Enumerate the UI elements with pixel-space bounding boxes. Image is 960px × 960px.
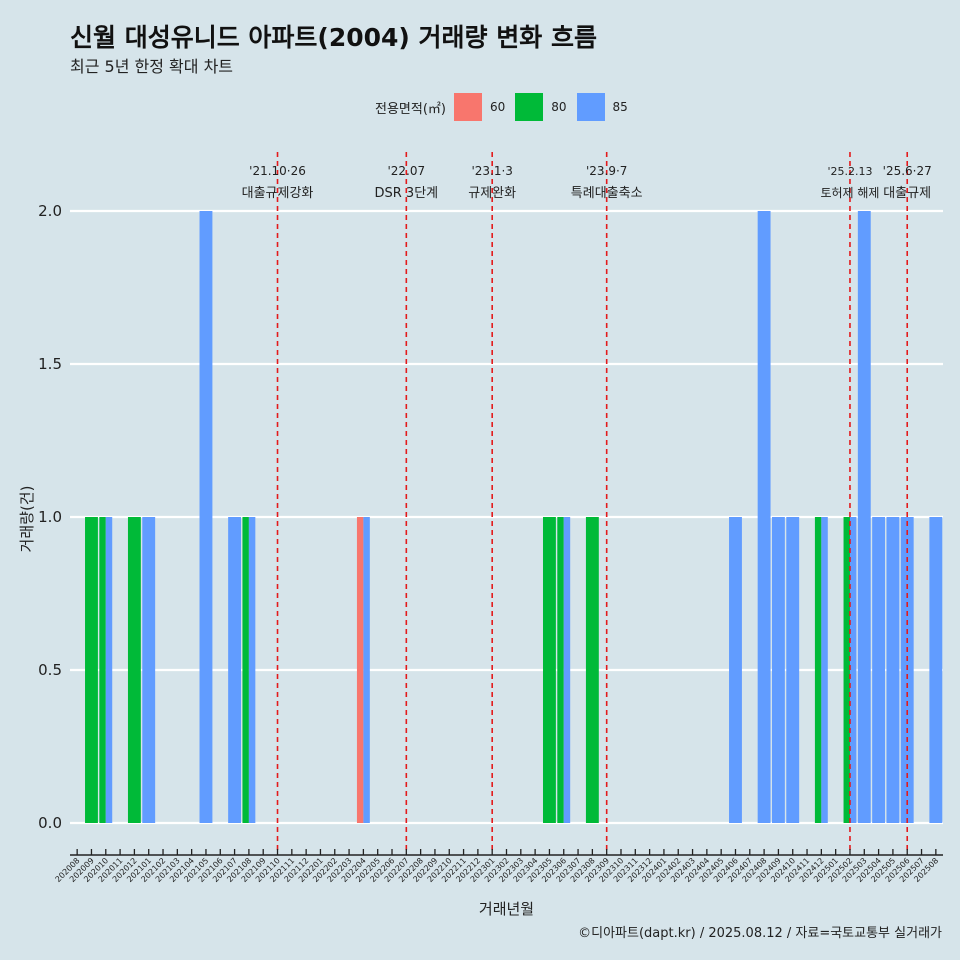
legend-label-80: 80 bbox=[551, 100, 567, 114]
chart-subtitle: 최근 5년 한정 확대 차트 bbox=[70, 57, 234, 76]
event-date-label: '25.6·27 bbox=[883, 164, 932, 178]
bar bbox=[857, 211, 871, 823]
bar bbox=[85, 517, 98, 823]
event-text-label: DSR 3단계 bbox=[375, 186, 439, 201]
legend-swatch-80 bbox=[515, 93, 544, 121]
bar bbox=[199, 211, 213, 823]
bar bbox=[771, 517, 785, 823]
bar bbox=[757, 211, 771, 823]
bar bbox=[563, 517, 571, 823]
bar bbox=[843, 517, 850, 823]
y-tick-label: 0.5 bbox=[38, 661, 62, 679]
legend-swatch-60 bbox=[453, 93, 482, 121]
bar bbox=[105, 517, 113, 823]
legend-item-60: 60 bbox=[453, 93, 506, 121]
bar bbox=[363, 517, 370, 823]
bar bbox=[142, 517, 156, 823]
x-axis-title: 거래년월 bbox=[479, 900, 534, 918]
event-text-label: 특례대출축소 bbox=[571, 186, 643, 201]
event-date-label: '23.1·3 bbox=[471, 164, 512, 178]
legend-title: 전용면적(㎡) bbox=[375, 101, 446, 117]
chart-title: 신월 대성유니드 아파트(2004) 거래량 변화 흐름 bbox=[70, 23, 597, 52]
event-date-label: '21.10·26 bbox=[249, 164, 306, 178]
bar bbox=[127, 517, 141, 823]
bar bbox=[242, 517, 249, 823]
y-tick-label: 0.0 bbox=[38, 814, 62, 832]
legend-item-80: 80 bbox=[515, 93, 567, 121]
bar bbox=[821, 517, 828, 823]
bar bbox=[872, 517, 886, 823]
event-text-label: 규제완화 bbox=[468, 186, 516, 201]
legend-label-85: 85 bbox=[612, 100, 628, 114]
event-date-label: '25.2.13 bbox=[827, 165, 872, 178]
bar bbox=[557, 517, 564, 823]
bar bbox=[99, 517, 106, 823]
event-text-label: 대출규제 bbox=[883, 186, 931, 201]
legend-swatch-85 bbox=[576, 93, 605, 121]
bar bbox=[248, 517, 256, 823]
bar bbox=[814, 517, 822, 823]
bar bbox=[228, 517, 242, 823]
y-tick-label: 2.0 bbox=[38, 202, 62, 220]
bar bbox=[849, 517, 857, 823]
bar bbox=[585, 517, 599, 823]
bar bbox=[542, 517, 556, 823]
event-date-label: '22.07 bbox=[387, 164, 425, 178]
bar bbox=[786, 517, 800, 823]
legend-item-85: 85 bbox=[576, 93, 628, 121]
legend-label-60: 60 bbox=[489, 100, 506, 114]
y-axis-title: 거래량(건) bbox=[18, 486, 36, 553]
event-date-label: '23.9·7 bbox=[586, 164, 627, 178]
event-text-label: 토허제 해제 bbox=[820, 186, 879, 200]
y-tick-label: 1.5 bbox=[38, 355, 62, 373]
bar bbox=[356, 517, 364, 823]
y-tick-label: 1.0 bbox=[38, 508, 62, 526]
legend: 전용면적(㎡) 60 80 85 bbox=[375, 91, 638, 123]
caption: ©디아파트(dapt.kr) / 2025.08.12 / 자료=국토교통부 실… bbox=[578, 926, 942, 941]
bar bbox=[929, 517, 943, 823]
bar bbox=[886, 517, 900, 823]
bar bbox=[729, 517, 742, 823]
event-text-label: 대출규제강화 bbox=[242, 186, 314, 201]
